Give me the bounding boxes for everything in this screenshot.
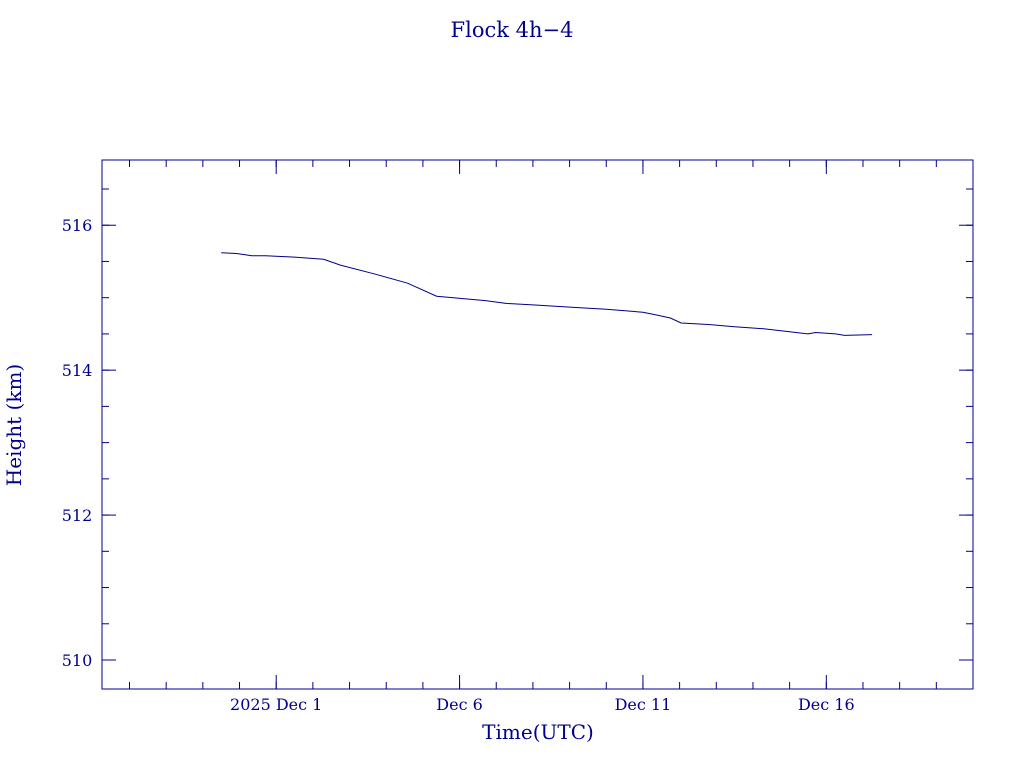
y-tick-label: 514 bbox=[62, 361, 93, 380]
y-major-ticks bbox=[102, 224, 973, 661]
x-tick-label: Dec 11 bbox=[615, 695, 672, 714]
x-tick-labels: 2025 Dec 1 Dec 6 Dec 11 Dec 16 bbox=[230, 695, 855, 714]
y-minor-ticks bbox=[102, 188, 973, 661]
y-tick-label: 512 bbox=[62, 506, 93, 525]
y-tick-label: 510 bbox=[62, 651, 93, 670]
plot-frame bbox=[101, 159, 974, 690]
x-minor-ticks bbox=[129, 160, 974, 689]
chart-title: Flock 4h−4 bbox=[451, 18, 574, 42]
x-tick-label: Dec 6 bbox=[436, 695, 483, 714]
y-tick-label: 516 bbox=[62, 216, 93, 235]
series-line bbox=[221, 252, 873, 336]
y-axis-label: Height (km) bbox=[2, 364, 26, 486]
x-tick-label: 2025 Dec 1 bbox=[230, 695, 322, 714]
x-tick-label: Dec 16 bbox=[798, 695, 855, 714]
x-major-ticks bbox=[275, 160, 827, 689]
y-tick-labels: 510 512 514 516 bbox=[62, 216, 93, 670]
x-axis-label: Time(UTC) bbox=[482, 720, 594, 744]
